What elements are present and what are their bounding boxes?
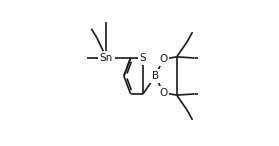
Text: Sn: Sn xyxy=(100,53,113,63)
Text: O: O xyxy=(159,88,167,98)
Text: S: S xyxy=(140,53,146,63)
Text: B: B xyxy=(152,71,159,81)
Text: O: O xyxy=(159,54,167,64)
